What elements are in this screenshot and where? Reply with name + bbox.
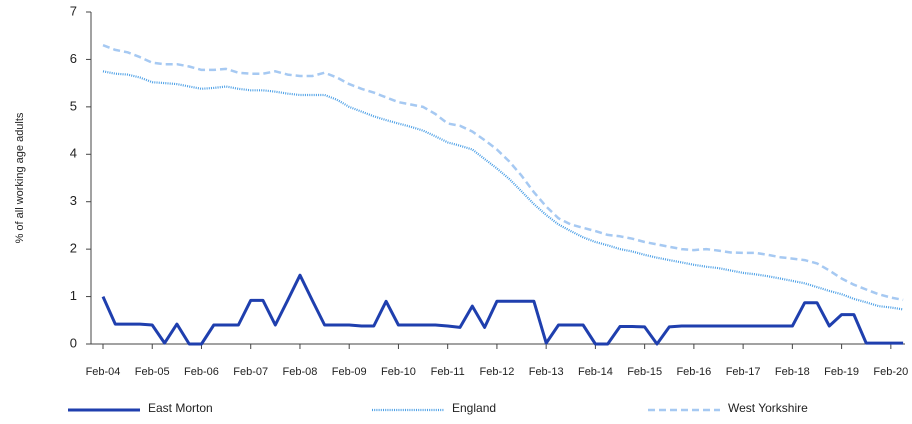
x-tick-label: Feb-08 (283, 366, 318, 378)
x-tick-label: Feb-10 (381, 366, 416, 378)
line-series (102, 70, 904, 311)
x-tick-label: Feb-12 (479, 366, 514, 378)
line-series (101, 273, 904, 346)
x-tick-label: Feb-17 (726, 366, 761, 378)
x-tick-label: Feb-09 (332, 366, 367, 378)
y-tick-label: 5 (70, 98, 77, 113)
x-tick-label: Feb-05 (135, 366, 170, 378)
y-tick-label: 6 (70, 51, 77, 66)
x-tick-label: Feb-18 (775, 366, 810, 378)
x-tick-label: Feb-14 (578, 366, 613, 378)
y-tick-label: 1 (70, 288, 77, 303)
legend-label: East Morton (148, 401, 213, 415)
legend-label: West Yorkshire (728, 401, 808, 415)
x-tick-label: Feb-04 (86, 366, 121, 378)
x-tick-label: Feb-11 (431, 366, 465, 378)
line-series (102, 44, 904, 302)
y-tick-label: 2 (70, 241, 77, 256)
y-tick-label: 7 (70, 3, 77, 18)
y-axis-label: % of all working age adults (14, 112, 26, 243)
x-tick-label: Feb-13 (529, 366, 564, 378)
x-tick-label: Feb-07 (233, 366, 268, 378)
x-tick-label: Feb-16 (676, 366, 711, 378)
legend-label: England (452, 401, 496, 415)
y-tick-label: 4 (70, 146, 77, 161)
x-tick-label: Feb-06 (184, 366, 219, 378)
x-tick-label: Feb-20 (873, 366, 908, 378)
x-tick-label: Feb-19 (824, 366, 859, 378)
x-tick-label: Feb-15 (627, 366, 662, 378)
y-tick-label: 0 (70, 335, 77, 350)
y-tick-label: 3 (70, 193, 77, 208)
